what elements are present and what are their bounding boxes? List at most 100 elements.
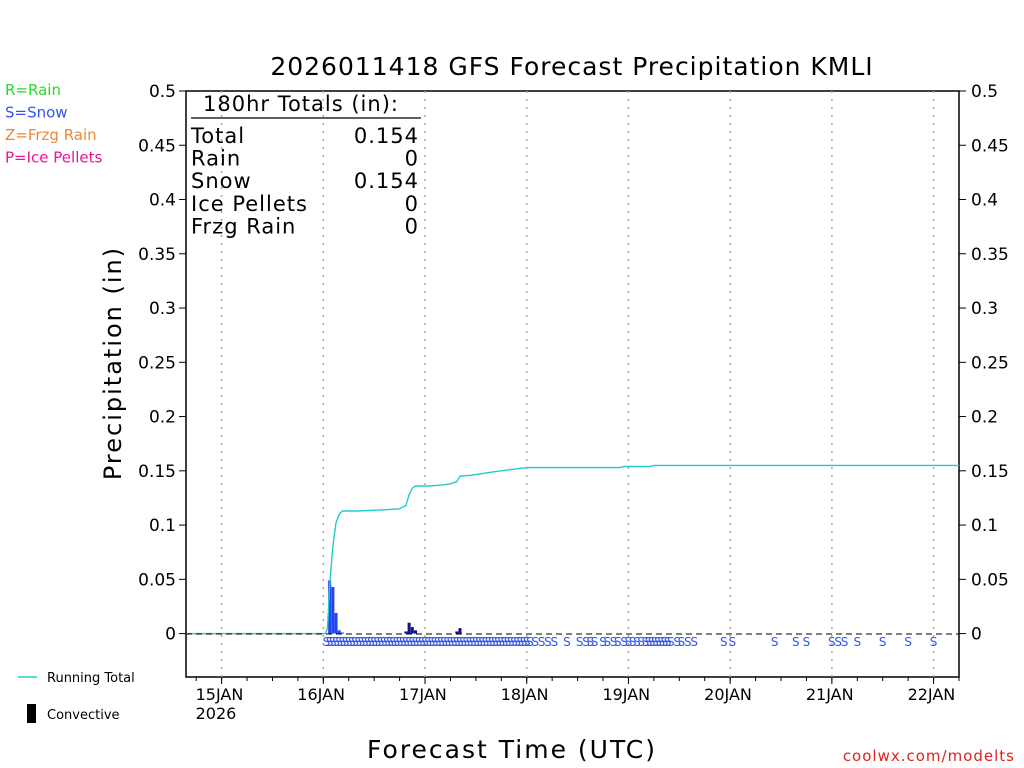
y-axis-label: Precipitation (in) (99, 246, 127, 480)
snow-marker: S (482, 635, 490, 649)
y-tick-label-right: 0.35 (971, 245, 1009, 265)
snow-marker: S (651, 635, 659, 649)
y-tick-label-left: 0 (165, 625, 176, 645)
snow-marker: S (591, 635, 599, 649)
snow-marker: S (771, 635, 779, 649)
x-tick-year-label: 2026 (196, 704, 237, 723)
snow-marker: S (453, 635, 461, 649)
precip-type-markers: SSSSSSSSSSSSSSSSSSSSSSSSSSSSSSSSSSSSSSSS… (323, 635, 938, 649)
precip-bar (413, 630, 418, 634)
snow-marker: S (645, 635, 653, 649)
y-tick-label-left: 0.25 (138, 353, 176, 373)
snow-marker: S (431, 635, 439, 649)
totals-row-value: 0 (405, 192, 419, 216)
snow-marker: S (678, 635, 686, 649)
snow-marker: S (586, 635, 594, 649)
totals-row-label: Total (190, 124, 245, 148)
snow-marker: S (463, 635, 471, 649)
snow-marker: S (661, 635, 669, 649)
x-tick-label: 20JAN (704, 685, 752, 704)
precip-bar (407, 622, 411, 634)
snow-marker: S (582, 635, 590, 649)
totals-row-value: 0 (405, 147, 419, 171)
snow-marker: S (517, 635, 525, 649)
y-tick-label-right: 0.3 (971, 299, 998, 319)
precip-type-legend-item: Z=Frzg Rain (5, 126, 97, 144)
precip-bars (328, 580, 462, 634)
snow-marker: S (370, 635, 378, 649)
snow-marker: S (620, 635, 628, 649)
snow-marker: S (501, 635, 509, 649)
totals-box: 180hr Totals (in): Total 0.154 Rain 0 Snow 0.… (190, 92, 421, 238)
snow-marker: S (415, 635, 423, 649)
snow-marker: S (642, 635, 650, 649)
y-tick-label-left: 0.05 (138, 570, 176, 590)
precip-bar (328, 580, 332, 634)
snow-marker: S (563, 635, 571, 649)
snow-marker: S (504, 635, 512, 649)
snow-marker: S (637, 635, 645, 649)
snow-marker: S (497, 635, 505, 649)
totals-row-label: Ice Pellets (191, 192, 308, 216)
snow-marker: S (393, 635, 401, 649)
source-credit: coolwx.com/modelts (843, 747, 1015, 765)
snow-marker: S (440, 635, 448, 649)
running-total-legend-label: Running Total (47, 671, 135, 686)
snow-marker: S (377, 635, 385, 649)
running-total-line-group (186, 464, 959, 635)
precip-bar (455, 631, 459, 634)
y-tick-label-left: 0.4 (149, 191, 176, 211)
y-tick-label-right: 0.1 (971, 516, 998, 536)
totals-row-label: Rain (191, 147, 241, 171)
snow-marker: S (383, 635, 391, 649)
snow-marker: S (629, 635, 637, 649)
y-axis: 0.5 0.5 0.45 0.45 0.4 0.4 0.35 0.35 0.3 0.3 0.25 0.… (138, 82, 1009, 645)
snow-marker: S (421, 635, 429, 649)
y-tick-label-right: 0.2 (971, 408, 998, 428)
snow-marker: S (434, 635, 442, 649)
snow-marker: S (345, 635, 353, 649)
snow-marker: S (424, 635, 432, 649)
snow-marker: S (475, 635, 483, 649)
snow-marker: S (803, 635, 811, 649)
snow-marker: S (614, 635, 622, 649)
snow-marker: S (488, 635, 496, 649)
snow-marker: S (930, 635, 938, 649)
snow-marker: S (657, 635, 665, 649)
y-tick-label-right: 0.4 (971, 191, 998, 211)
snow-marker: S (358, 635, 366, 649)
snow-marker: S (664, 635, 672, 649)
snow-marker: S (399, 635, 407, 649)
snow-marker: S (544, 635, 552, 649)
precip-type-legend-item: R=Rain (5, 81, 61, 99)
precip-bar (331, 586, 335, 634)
y-tick-label-left: 0.45 (138, 136, 176, 156)
plot-frame (185, 90, 960, 678)
y-tick-label-right: 0.5 (971, 82, 998, 102)
snow-marker: S (491, 635, 499, 649)
x-tick-label: 22JAN (908, 685, 956, 704)
totals-row-label: Frzg Rain (191, 214, 296, 238)
snow-marker: S (720, 635, 728, 649)
x-tick-label: 21JAN (806, 685, 854, 704)
snow-marker: S (576, 635, 584, 649)
x-tick-label: 18JAN (501, 685, 549, 704)
running-total-line (186, 464, 959, 635)
snow-marker: S (673, 635, 681, 649)
y-tick-label-right: 0.05 (971, 570, 1009, 590)
x-tick-label: 17JAN (399, 685, 447, 704)
snow-marker: S (329, 635, 337, 649)
snow-marker: S (408, 635, 416, 649)
snow-marker: S (485, 635, 493, 649)
precip-type-legend: R=Rain S=Snow Z=Frzg Rain P=Ice Pellets (5, 81, 102, 167)
y-tick-label-left: 0.5 (149, 82, 176, 102)
snow-marker: S (510, 635, 518, 649)
snow-marker: S (523, 635, 531, 649)
snow-marker: S (351, 635, 359, 649)
chart-title: 2026011418 GFS Forecast Precipitation KM… (270, 52, 873, 81)
y-tick-label-right: 0 (971, 625, 982, 645)
grid-lines (220, 91, 935, 677)
snow-marker: S (412, 635, 420, 649)
snow-marker: S (374, 635, 382, 649)
y-tick-label-right: 0.15 (971, 462, 1009, 482)
